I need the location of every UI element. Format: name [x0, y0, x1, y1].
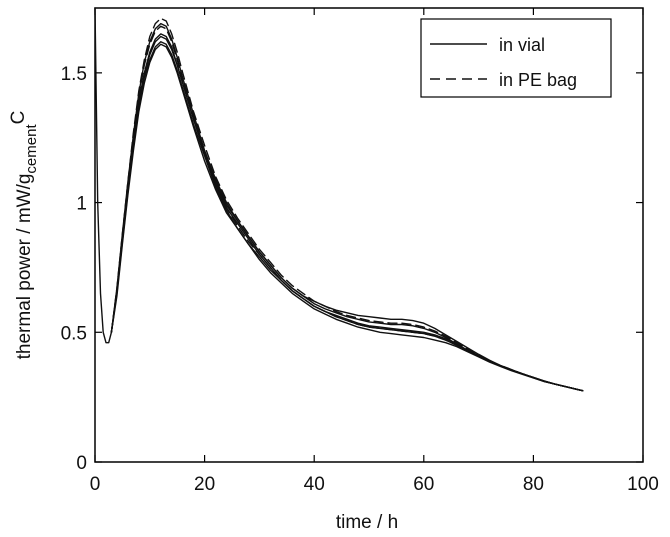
legend-label-vial: in vial	[499, 35, 545, 55]
x-tick-labels: 0 20 40 60 80 100	[90, 474, 659, 495]
y-tick-label: 0.5	[61, 323, 87, 344]
legend: in vial in PE bag	[420, 18, 612, 98]
y-axis-title-main: thermal power / mW/g	[14, 174, 35, 360]
y-tick-label: 0	[76, 453, 87, 474]
x-tick-label: 40	[304, 474, 325, 495]
y-tick-labels: 0 0.5 1 1.5	[61, 64, 87, 474]
y-axis-title-suffix: C	[8, 111, 29, 125]
series-layer	[94, 7, 584, 392]
x-axis-title: time / h	[336, 512, 398, 533]
x-tick-label: 0	[90, 474, 101, 495]
axis-ticks	[94, 8, 644, 463]
x-tick-label: 80	[523, 474, 544, 495]
legend-label-pe-bag: in PE bag	[499, 70, 577, 90]
legend-box	[420, 18, 612, 98]
series-line-7	[110, 25, 584, 392]
x-tick-label: 100	[627, 474, 659, 495]
y-tick-label: 1	[76, 194, 87, 215]
y-axis-title: thermal power / mW/gcementC	[8, 111, 40, 360]
x-tick-label: 60	[413, 474, 434, 495]
y-tick-label: 1.5	[61, 64, 87, 85]
x-tick-label: 20	[194, 474, 215, 495]
y-axis-title-subscript: cement	[23, 124, 40, 174]
